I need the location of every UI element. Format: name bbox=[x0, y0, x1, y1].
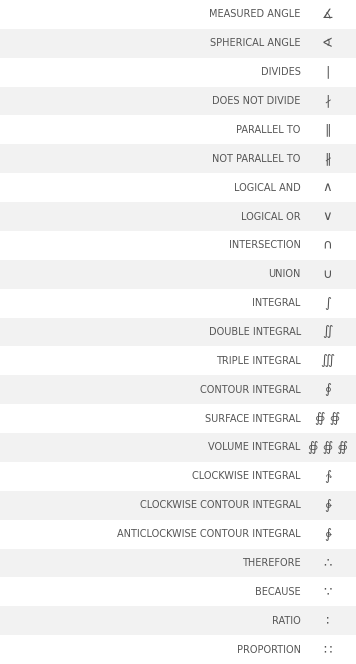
Bar bbox=[0, 29, 356, 58]
Bar bbox=[0, 462, 356, 491]
Text: SURFACE INTEGRAL: SURFACE INTEGRAL bbox=[205, 414, 301, 424]
Bar bbox=[0, 548, 356, 578]
Text: ∯ ∯ ∯: ∯ ∯ ∯ bbox=[308, 441, 347, 454]
Text: ∢: ∢ bbox=[322, 37, 333, 50]
Text: UNION: UNION bbox=[268, 270, 301, 280]
Text: INTEGRAL: INTEGRAL bbox=[252, 298, 301, 308]
Text: CLOCKWISE INTEGRAL: CLOCKWISE INTEGRAL bbox=[192, 471, 301, 481]
Text: CLOCKWISE CONTOUR INTEGRAL: CLOCKWISE CONTOUR INTEGRAL bbox=[140, 500, 301, 510]
Text: ∤: ∤ bbox=[324, 94, 331, 108]
Text: TRIPLE INTEGRAL: TRIPLE INTEGRAL bbox=[216, 356, 301, 366]
Bar bbox=[0, 0, 356, 29]
Text: DOUBLE INTEGRAL: DOUBLE INTEGRAL bbox=[209, 327, 301, 337]
Text: ∱: ∱ bbox=[324, 470, 331, 483]
Text: LOGICAL AND: LOGICAL AND bbox=[234, 183, 301, 193]
Bar bbox=[0, 289, 356, 317]
Text: ∶: ∶ bbox=[326, 614, 329, 627]
Text: RATIO: RATIO bbox=[272, 616, 301, 625]
Text: ∲: ∲ bbox=[324, 499, 331, 512]
Text: ∪: ∪ bbox=[323, 268, 333, 281]
Bar bbox=[0, 202, 356, 231]
Bar bbox=[0, 317, 356, 347]
Bar bbox=[0, 116, 356, 144]
Text: ∧: ∧ bbox=[323, 181, 333, 194]
Text: DIVIDES: DIVIDES bbox=[261, 67, 301, 77]
Bar bbox=[0, 635, 356, 664]
Text: BECAUSE: BECAUSE bbox=[255, 587, 301, 597]
Text: ∮: ∮ bbox=[324, 383, 331, 396]
Text: CONTOUR INTEGRAL: CONTOUR INTEGRAL bbox=[200, 384, 301, 394]
Text: ANTICLOCKWISE CONTOUR INTEGRAL: ANTICLOCKWISE CONTOUR INTEGRAL bbox=[117, 529, 301, 539]
Bar bbox=[0, 404, 356, 433]
Bar bbox=[0, 260, 356, 289]
Bar bbox=[0, 606, 356, 635]
Text: ∷: ∷ bbox=[323, 643, 332, 656]
Text: ∵: ∵ bbox=[323, 586, 332, 598]
Bar bbox=[0, 58, 356, 86]
Text: ∴: ∴ bbox=[323, 556, 332, 570]
Text: LOGICAL OR: LOGICAL OR bbox=[241, 212, 301, 222]
Bar bbox=[0, 144, 356, 173]
Text: ∬: ∬ bbox=[322, 325, 333, 339]
Bar bbox=[0, 578, 356, 606]
Text: ∳: ∳ bbox=[324, 528, 331, 540]
Text: ∥: ∥ bbox=[324, 124, 331, 136]
Text: ∣: ∣ bbox=[324, 66, 331, 78]
Bar bbox=[0, 433, 356, 462]
Bar bbox=[0, 86, 356, 116]
Text: ∦: ∦ bbox=[324, 152, 331, 165]
Text: ∩: ∩ bbox=[323, 239, 333, 252]
Text: THEREFORE: THEREFORE bbox=[242, 558, 301, 568]
Bar bbox=[0, 231, 356, 260]
Text: ∡: ∡ bbox=[321, 8, 334, 21]
Text: INTERSECTION: INTERSECTION bbox=[229, 240, 301, 250]
Bar bbox=[0, 491, 356, 520]
Text: ∫: ∫ bbox=[324, 297, 331, 309]
Text: ∭: ∭ bbox=[320, 355, 335, 367]
Text: ∯ ∯: ∯ ∯ bbox=[315, 412, 340, 425]
Text: NOT PARALLEL TO: NOT PARALLEL TO bbox=[213, 154, 301, 164]
Bar bbox=[0, 347, 356, 375]
Text: MEASURED ANGLE: MEASURED ANGLE bbox=[209, 9, 301, 19]
Bar bbox=[0, 173, 356, 202]
Text: ∨: ∨ bbox=[323, 210, 333, 223]
Text: PARALLEL TO: PARALLEL TO bbox=[236, 125, 301, 135]
Text: DOES NOT DIVIDE: DOES NOT DIVIDE bbox=[213, 96, 301, 106]
Text: VOLUME INTEGRAL: VOLUME INTEGRAL bbox=[209, 442, 301, 452]
Text: PROPORTION: PROPORTION bbox=[237, 645, 301, 655]
Bar bbox=[0, 520, 356, 548]
Text: SPHERICAL ANGLE: SPHERICAL ANGLE bbox=[210, 39, 301, 48]
Bar bbox=[0, 375, 356, 404]
